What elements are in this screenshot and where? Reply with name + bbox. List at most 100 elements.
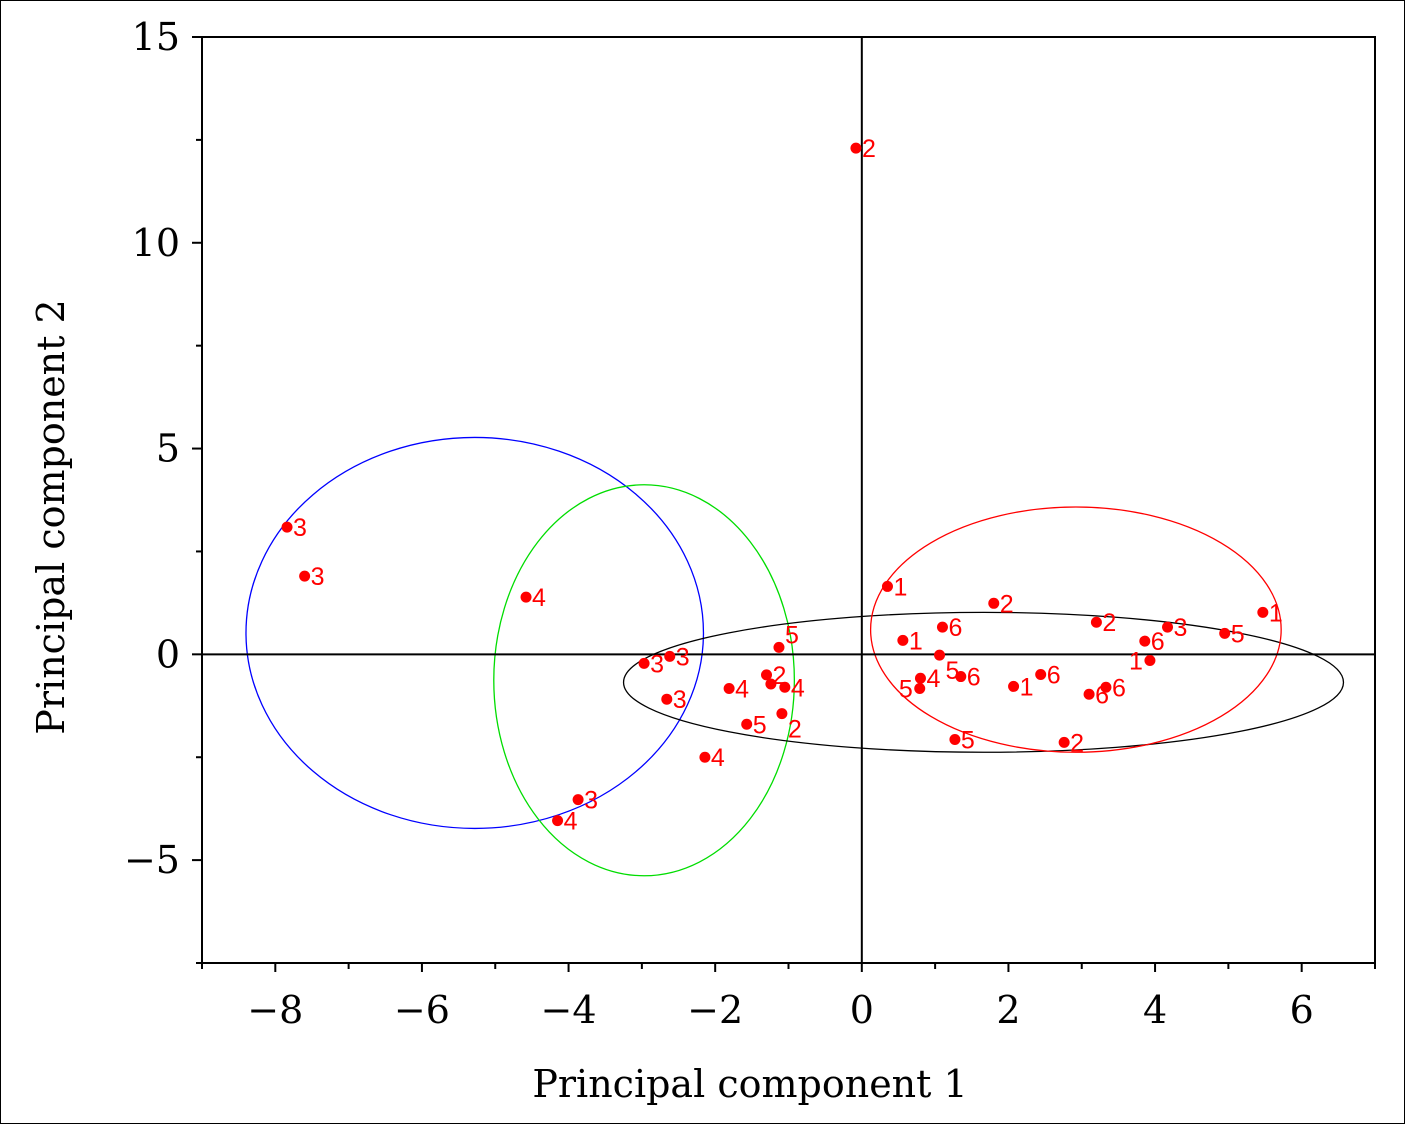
point-marker (765, 678, 777, 690)
point-marker (773, 641, 785, 653)
data-point: 2 (1090, 609, 1116, 637)
y-axis-label: Principal component 2 (29, 299, 73, 734)
point-marker (699, 751, 711, 763)
point-marker (1162, 621, 1174, 633)
data-point: 1 (1257, 599, 1283, 627)
point-label: 2 (1000, 590, 1014, 618)
point-marker (1257, 606, 1269, 618)
point-label: 6 (1112, 674, 1126, 702)
data-point: 5 (741, 711, 767, 739)
point-marker (914, 682, 926, 694)
x-tick-label: −2 (687, 988, 743, 1032)
point-label: 1 (1020, 673, 1034, 701)
data-point: 3 (664, 643, 690, 671)
x-axis-label: Principal component 1 (532, 1062, 967, 1106)
data-point: 6 (936, 614, 962, 642)
data-point: 4 (699, 744, 725, 772)
point-marker (1083, 688, 1095, 700)
point-marker (572, 794, 584, 806)
point-marker (1144, 655, 1156, 667)
y-tick-label: 0 (156, 632, 180, 676)
point-marker (914, 672, 926, 684)
y-tick-label: 15 (132, 15, 180, 59)
point-marker (552, 815, 564, 827)
point-label: 3 (584, 787, 598, 815)
point-label: 4 (735, 675, 749, 703)
point-marker (761, 669, 773, 681)
data-point: 2 (988, 590, 1014, 618)
confidence-ellipse-2 (622, 611, 1345, 753)
point-label: 4 (791, 674, 805, 702)
data-point: 6 (1035, 661, 1061, 689)
x-tick-label: 6 (1290, 988, 1314, 1032)
plot-area (201, 36, 1376, 964)
point-marker (1008, 680, 1020, 692)
point-label: 1 (1269, 599, 1283, 627)
x-tick-label: −8 (247, 988, 303, 1032)
point-marker (299, 570, 311, 582)
point-marker (1035, 668, 1047, 680)
data-point: 3 (281, 514, 307, 542)
data-point: 5 (1219, 620, 1245, 648)
point-label: 5 (1231, 620, 1245, 648)
ellipses (245, 436, 1345, 877)
point-marker (850, 142, 862, 154)
point-marker (1058, 736, 1070, 748)
point-label: 4 (532, 584, 546, 612)
point-marker (1219, 627, 1231, 639)
point-marker (897, 634, 909, 646)
point-label: 3 (293, 514, 307, 542)
point-label: 1 (893, 573, 907, 601)
point-label: 6 (1151, 628, 1165, 656)
data-point: 6 (1139, 628, 1165, 656)
point-label: 4 (926, 665, 940, 693)
data-point: 4 (914, 665, 940, 693)
data-point: 4 (552, 808, 578, 836)
point-marker (949, 734, 961, 746)
x-tick-label: −6 (394, 988, 450, 1032)
data-point: 4 (520, 584, 546, 612)
point-label: 3 (1174, 614, 1188, 642)
point-marker (881, 580, 893, 592)
point-label: 2 (1102, 609, 1116, 637)
point-label: 4 (711, 744, 725, 772)
point-label: 5 (899, 675, 913, 703)
point-label: 6 (948, 614, 962, 642)
data-point: 3 (299, 563, 325, 591)
point-label: 3 (311, 563, 325, 591)
point-label: 5 (946, 657, 960, 685)
confidence-ellipse-3 (869, 506, 1282, 753)
data-point: 2 (850, 135, 876, 163)
data-point: 2 (776, 708, 802, 744)
point-marker (1139, 635, 1151, 647)
point-marker (638, 657, 650, 669)
point-label: 5 (785, 621, 799, 649)
point-marker (520, 591, 532, 603)
data-point: 4 (723, 675, 749, 703)
data-point: 1 (1129, 648, 1156, 676)
data-point: 3 (1162, 614, 1187, 642)
point-label: 2 (788, 716, 802, 744)
point-label: 3 (673, 686, 687, 714)
point-label: 6 (1047, 661, 1061, 689)
point-marker (741, 718, 753, 730)
data-point: 3 (572, 787, 598, 815)
point-label: 3 (676, 643, 690, 671)
x-tick-label: −4 (541, 988, 597, 1032)
data-point: 1 (897, 627, 923, 655)
point-marker (723, 682, 735, 694)
point-marker (1100, 681, 1112, 693)
point-marker (1090, 616, 1102, 628)
zero-lines (202, 37, 1375, 963)
data-point: 3 (638, 650, 664, 678)
x-tick-label: 4 (1143, 988, 1167, 1032)
x-tick-label: 0 (850, 988, 874, 1032)
y-tick-label: −5 (124, 838, 180, 882)
point-marker (988, 597, 1000, 609)
data-point: 2 (1058, 729, 1084, 757)
point-label: 3 (650, 650, 664, 678)
point-marker (779, 681, 791, 693)
